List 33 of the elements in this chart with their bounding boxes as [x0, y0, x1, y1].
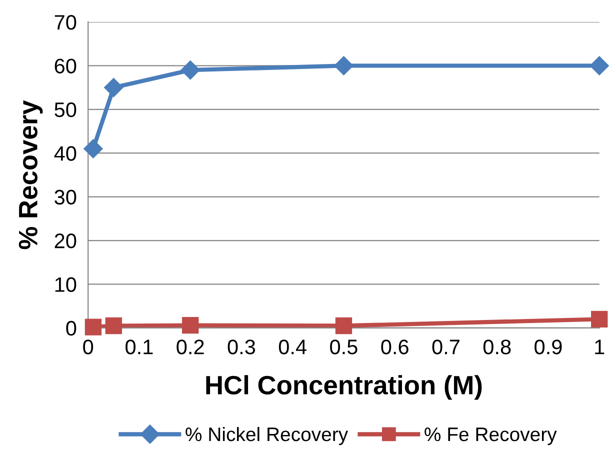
- x-tick-label: 0.5: [330, 340, 358, 354]
- x-tick-label: 1: [595, 340, 604, 354]
- point: [84, 318, 102, 336]
- point: [182, 316, 199, 334]
- x-tick-label: 0: [83, 340, 94, 354]
- y-tick-label: 20: [54, 234, 76, 248]
- y-tick-label: 60: [54, 58, 76, 74]
- point: [104, 78, 124, 98]
- y-tick-label: 0: [66, 320, 76, 336]
- point: [334, 56, 354, 76]
- point: [180, 60, 200, 80]
- point: [591, 310, 608, 328]
- x-axis-title: HCl Concentration (M): [206, 375, 482, 400]
- y-tick-label: 10: [55, 277, 76, 292]
- point: [335, 317, 352, 334]
- x-tick-label: 0.8: [483, 340, 511, 354]
- legend-label: % Fe Recovery: [424, 428, 557, 446]
- x-tick-label: 0.9: [534, 340, 562, 354]
- legend-label: % Nickel Recovery: [186, 426, 348, 446]
- x-tick-label: 0.2: [176, 340, 204, 354]
- point: [590, 56, 609, 76]
- x-tick-label: 0.1: [126, 340, 153, 354]
- point: [84, 139, 103, 158]
- x-tick-label: 0.4: [278, 340, 306, 354]
- y-tick-label: 40: [54, 146, 76, 161]
- y-tick-label: 30: [54, 190, 76, 205]
- y-axis-title: % Recovery: [18, 100, 43, 250]
- point: [105, 317, 122, 334]
- x-tick-label: 0.3: [228, 340, 256, 354]
- y-tick-label: 50: [54, 102, 76, 118]
- x-tick-label: 0.7: [432, 340, 460, 354]
- x-tick-label: 0.6: [381, 340, 408, 354]
- y-tick-label: 70: [54, 14, 76, 30]
